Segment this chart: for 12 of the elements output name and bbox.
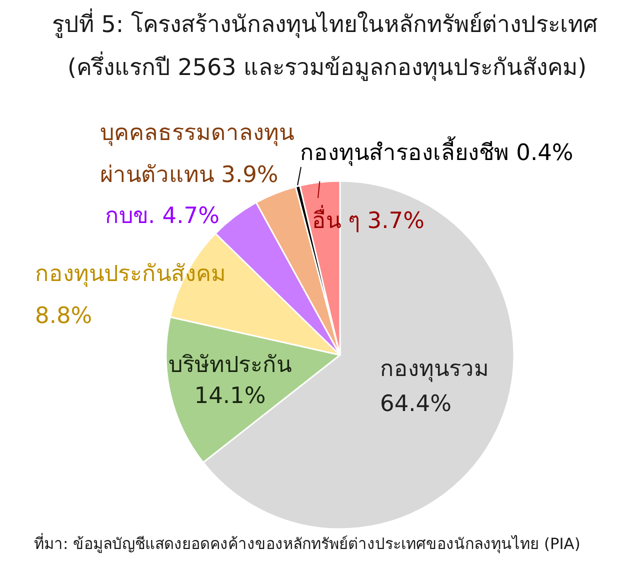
chart-subtitle: (ครึ่งแรกปี 2563 และรวมข้อมูลกองทุนประกันสังคม) [67, 51, 587, 81]
slice-label: กองทุนประกันสังคม [35, 261, 226, 287]
slice-label: กองทุนสำรองเลี้ยงชีพ 0.4% [300, 136, 574, 166]
slice-label: บริษัทประกัน [168, 352, 292, 378]
data-label: 8.8% [35, 303, 92, 329]
data-label: 64.4% [380, 391, 452, 417]
data-label: 14.1% [194, 383, 266, 409]
slice-label: บุคคลธรรมดาลงทุนผ่านตัวแทน 3.9% [100, 120, 294, 188]
text: ที่มา: ข้อมูลบัญชีแสดงยอดคงค้างของหลักทรัพย์ต่างประเทศของนักลงทุนไทย (PIA) [34, 533, 580, 554]
slice-label: กองทุนรวม [380, 356, 489, 382]
slice-label: กบข. 4.7% [105, 203, 220, 229]
chart-title: รูปที่ 5: โครงสร้างนักลงทุนไทยในหลักทรัพย์ต่างประเทศ [52, 8, 598, 38]
